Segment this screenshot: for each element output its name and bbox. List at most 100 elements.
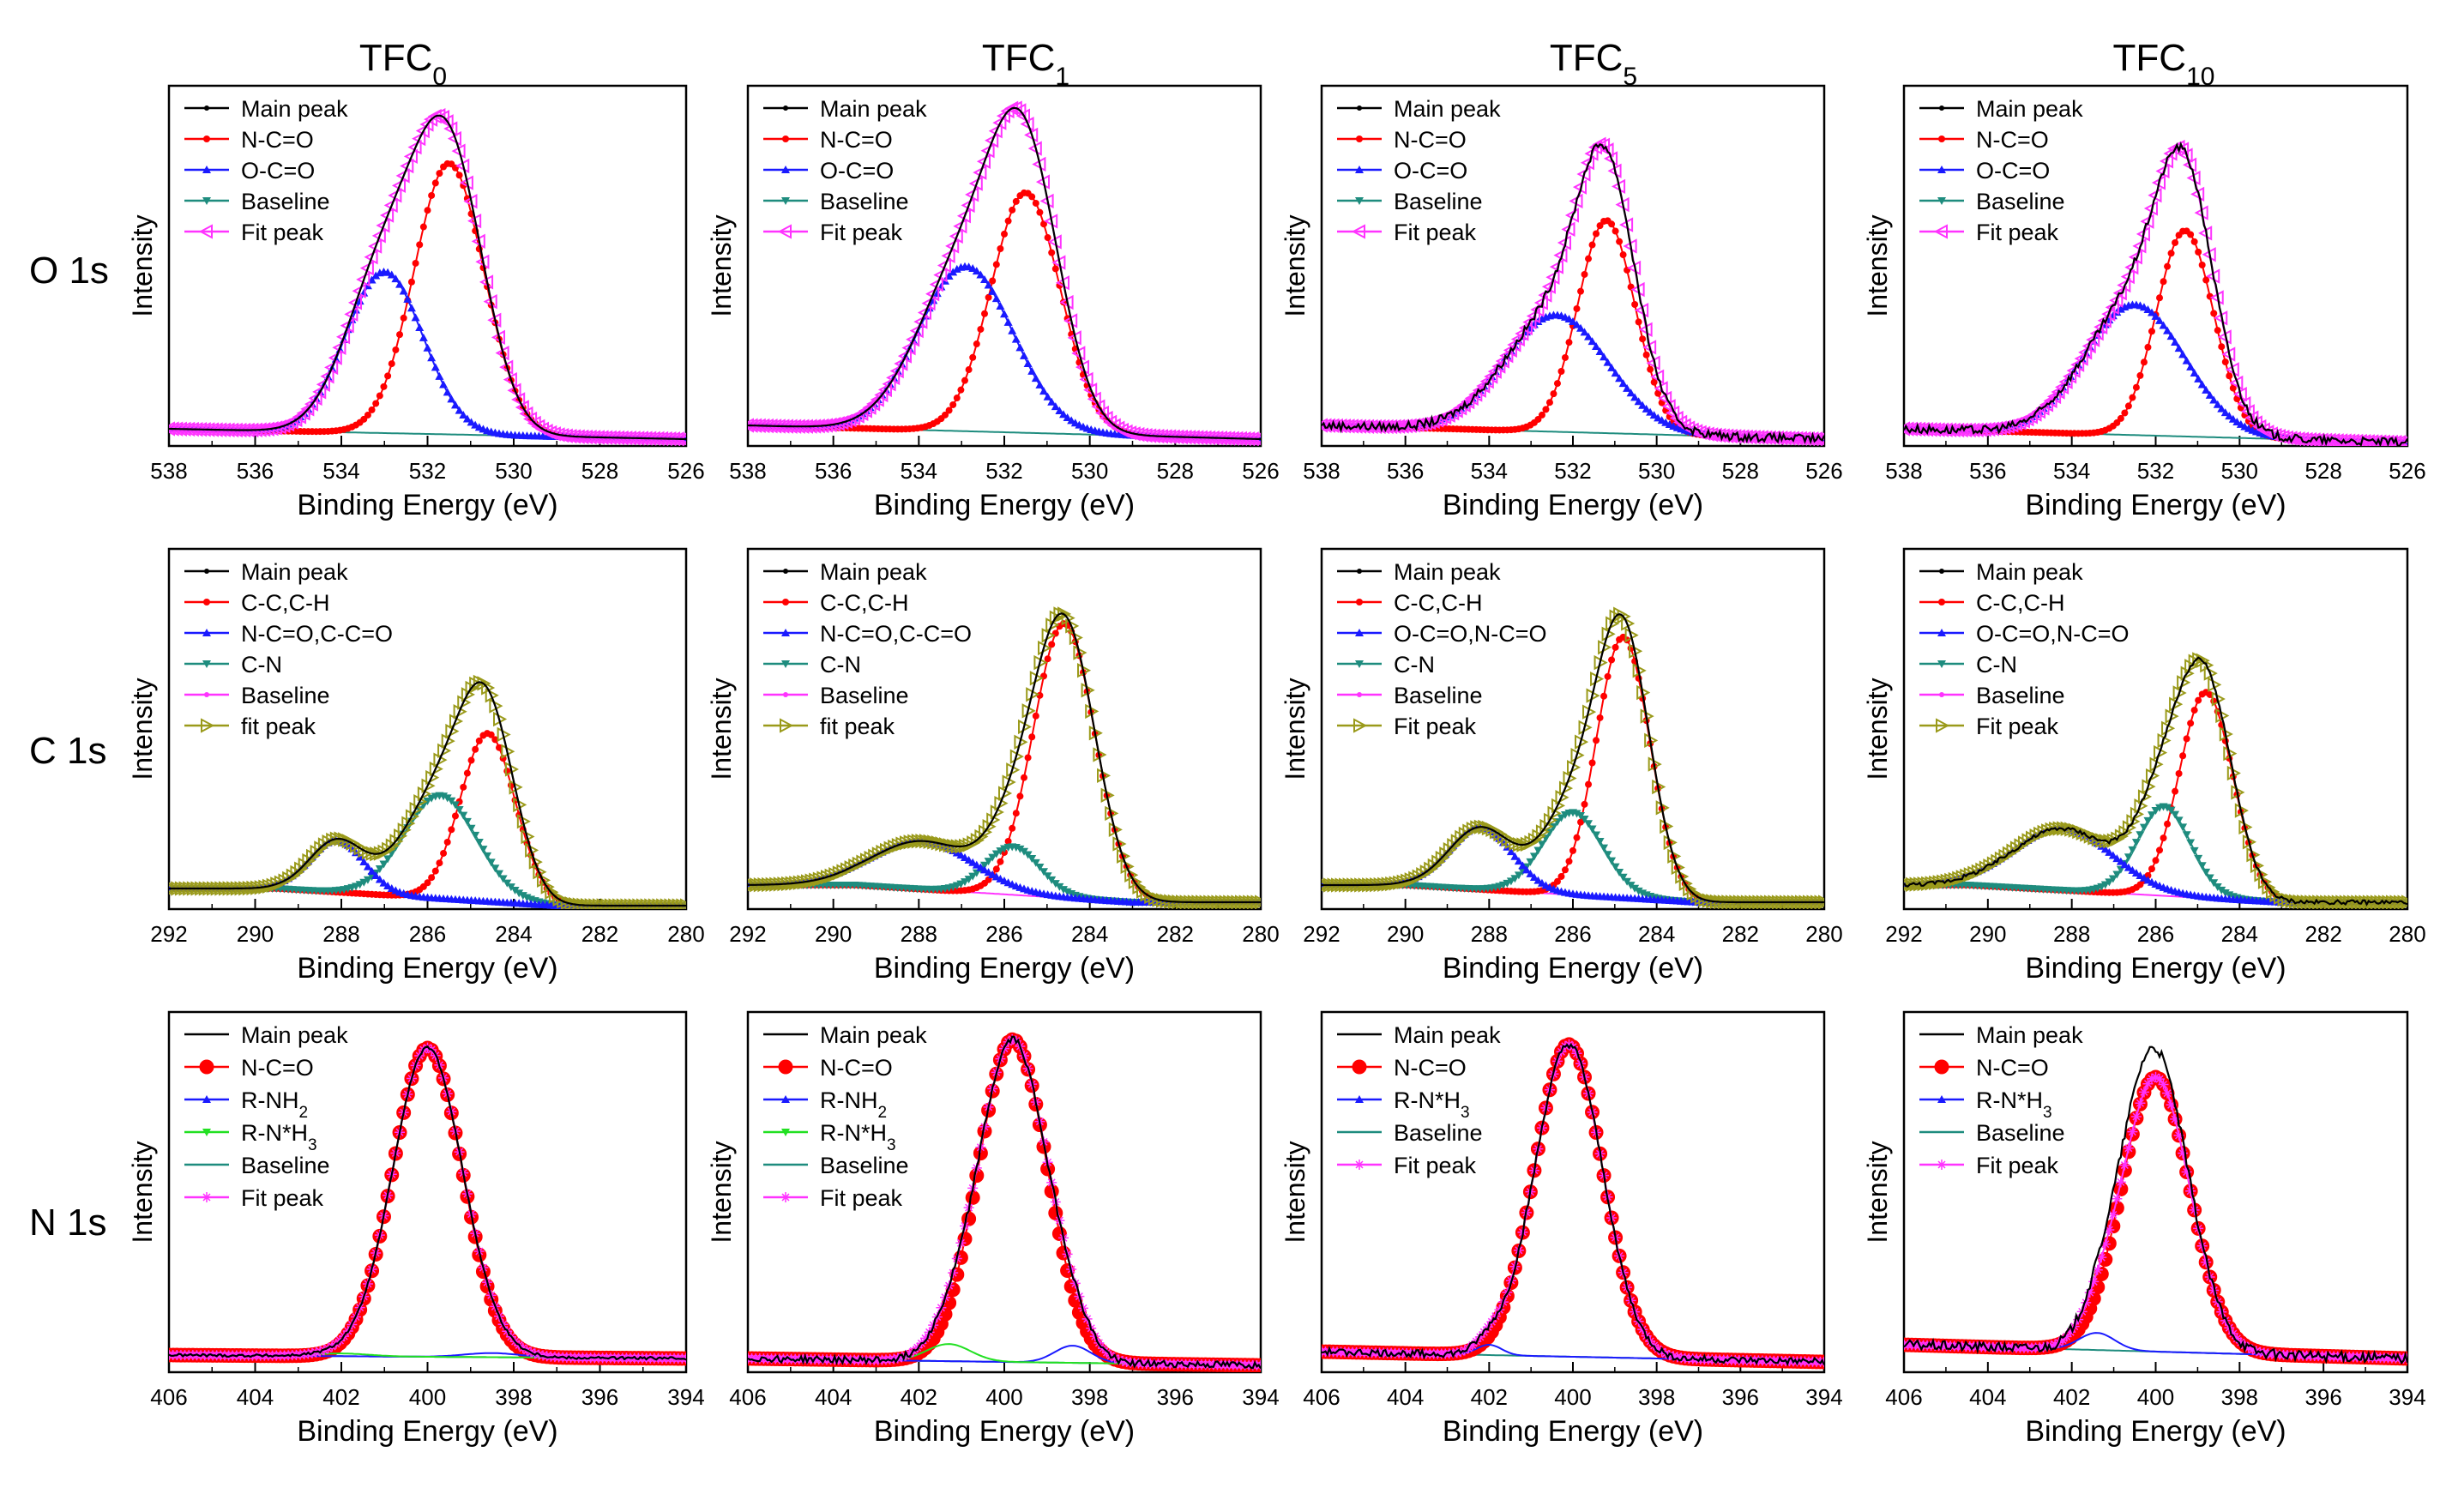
column-title-tfc0: TFC0	[359, 37, 447, 91]
data-point	[312, 384, 327, 400]
series-n-c-o	[1904, 227, 2407, 446]
legend-marker	[201, 718, 215, 733]
data-point	[1094, 405, 1109, 421]
legend-marker	[783, 569, 788, 574]
x-tick-label: 280	[1805, 921, 1842, 947]
legend-label: Baseline	[241, 189, 330, 214]
data-point	[1001, 230, 1008, 238]
legend-marker	[1937, 197, 1946, 205]
series-line	[169, 270, 686, 440]
legend-label: Fit peak	[241, 1185, 324, 1211]
legend-label: Baseline	[1976, 683, 2065, 708]
data-point	[1027, 854, 1037, 863]
data-point	[1573, 834, 1581, 841]
data-point	[1399, 418, 1413, 434]
data-point	[1443, 842, 1457, 858]
data-point	[2285, 893, 2299, 909]
data-point	[2124, 853, 2133, 862]
legend-marker	[781, 1095, 790, 1103]
data-point	[448, 826, 455, 834]
x-tick-label: 290	[237, 921, 274, 947]
data-point	[1576, 323, 1586, 332]
data-point	[1634, 397, 1643, 406]
data-point	[1015, 845, 1025, 853]
data-point	[976, 270, 985, 279]
series-line	[1904, 656, 2407, 907]
data-point	[2395, 436, 2407, 446]
data-point	[1537, 840, 1546, 849]
data-point	[2156, 846, 2164, 854]
legend-item-main-peak: Main peak	[184, 1022, 348, 1048]
x-tick-label: 532	[409, 458, 446, 484]
x-tick-label: 526	[1242, 458, 1279, 484]
data-point	[1581, 270, 1588, 278]
data-point	[1698, 892, 1713, 907]
data-point	[1616, 238, 1624, 245]
data-point	[996, 301, 1005, 310]
data-point	[1473, 819, 1488, 834]
data-point	[968, 872, 978, 881]
legend-item-main-peak: Main peak	[1337, 559, 1501, 585]
x-tick-label: 284	[1638, 921, 1675, 947]
data-point	[439, 114, 454, 130]
data-point	[359, 878, 369, 887]
data-point	[564, 896, 579, 909]
data-point	[394, 828, 408, 844]
series-fit-peak	[169, 674, 686, 909]
legend-item-o-c-o-n-c-o: O-C=O,N-C=O	[1919, 621, 2130, 647]
row-label-n1s: N 1s	[29, 1202, 106, 1244]
legend-item-main-peak: Main peak	[763, 1022, 927, 1048]
data-point	[1091, 399, 1106, 414]
data-point	[1557, 814, 1566, 822]
data-point	[1600, 692, 1608, 700]
data-point	[2179, 752, 2187, 760]
data-point	[371, 870, 381, 879]
legend-label: Fit peak	[1976, 714, 2059, 739]
data-point	[2166, 806, 2176, 815]
legend-marker	[202, 166, 211, 173]
legend-label: Fit peak	[241, 220, 324, 245]
data-point	[545, 884, 559, 900]
x-axis-ticks: 292 290 288 286 284 282 280	[1303, 899, 1843, 947]
legend-marker	[199, 1059, 214, 1075]
legend-item-baseline: Baseline	[1337, 189, 1483, 214]
series-main-peak	[1322, 142, 1824, 445]
data-point	[1565, 339, 1573, 346]
data-point	[894, 356, 908, 371]
legend-marker	[204, 569, 209, 574]
data-point	[460, 783, 467, 791]
data-point	[2095, 833, 2110, 848]
legend: Main peakC-C,C-HN-C=O,C-C=OC-NBaselinefi…	[763, 559, 972, 739]
data-point	[2172, 787, 2179, 795]
data-point	[387, 270, 396, 279]
data-point	[1136, 883, 1151, 899]
data-point	[1032, 199, 1039, 207]
legend: Main peakC-C,C-HO-C=O,N-C=OC-NBaselineFi…	[1337, 559, 1547, 739]
plot-area	[1322, 136, 1824, 446]
data-point	[1526, 869, 1535, 877]
legend-item-o-c-o: O-C=O	[1919, 158, 2050, 184]
data-point	[305, 848, 321, 864]
data-point	[1533, 846, 1543, 855]
legend: Main peakC-C,C-HN-C=O,C-C=OC-NBaselinefi…	[184, 559, 393, 739]
data-point	[1521, 865, 1531, 874]
data-point	[1538, 411, 1545, 419]
data-point	[1557, 368, 1565, 376]
data-point	[932, 289, 942, 298]
y-axis-label: Intensity	[127, 678, 158, 780]
data-point	[2281, 892, 2296, 908]
legend-label: R-NH2	[241, 1087, 308, 1122]
data-point	[2225, 412, 2234, 420]
data-point	[2195, 248, 2202, 256]
x-tick-label: 290	[1969, 921, 2006, 947]
x-axis-ticks: 538 536 534 532 530 528 526	[150, 436, 705, 484]
data-point	[1124, 867, 1139, 883]
data-point	[371, 271, 381, 280]
x-tick-label: 530	[495, 458, 532, 484]
data-point	[1053, 606, 1068, 622]
data-point	[2194, 854, 2203, 863]
data-point	[510, 886, 520, 895]
legend-item-baseline: Baseline	[1919, 683, 2065, 708]
x-tick-label: 536	[237, 458, 274, 484]
